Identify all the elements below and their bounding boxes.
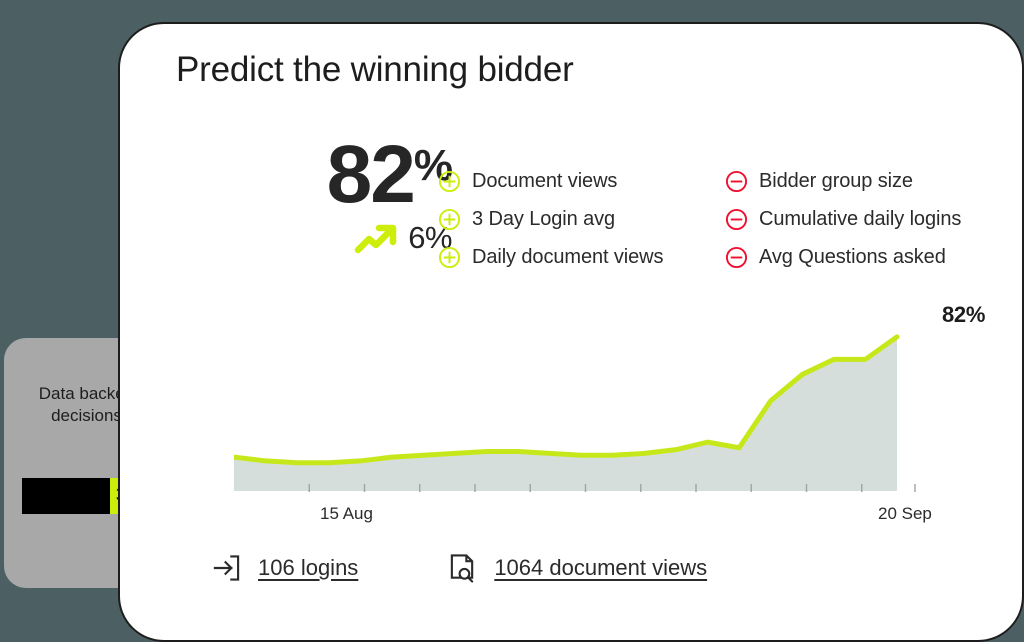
factor-label: Document views: [472, 169, 618, 192]
x-axis-start-label: 15 Aug: [320, 504, 373, 523]
plus-circle-icon: [438, 208, 461, 230]
factor-row-negative-1[interactable]: Cumulative daily logins: [725, 200, 1012, 238]
chart-endpoint-label: 82%: [942, 302, 986, 327]
document-views-link-text: 1064 document views: [494, 555, 708, 580]
plus-circle-icon: [438, 170, 461, 192]
chart-line: [234, 334, 900, 466]
factors-section: Document views 3 Day Login avg Daily doc…: [438, 162, 1012, 276]
negative-factors-list: Bidder group size Cumulative daily login…: [725, 162, 1012, 276]
factor-row-positive-0[interactable]: Document views: [438, 162, 725, 200]
kpi-number: 82: [326, 129, 416, 220]
logins-link-text: 106 logins: [258, 555, 359, 580]
document-views-link[interactable]: 1064 document views: [448, 552, 707, 584]
x-axis-end-label: 20 Sep: [878, 504, 932, 523]
factor-row-negative-2[interactable]: Avg Questions asked: [725, 238, 1012, 276]
factor-label: Cumulative daily logins: [759, 207, 962, 230]
win-probability-chart: 82% 0 25 50 75 100% 15 Aug 20 Sep: [234, 292, 1024, 542]
chart-area-fill: [234, 336, 897, 491]
factor-label: 3 Day Login avg: [472, 207, 616, 230]
kpi-block: 82% 6%: [230, 134, 460, 256]
kpi-value: 82%: [230, 134, 460, 216]
footer-links: 106 logins 1064 document views: [212, 552, 707, 584]
factor-row-negative-0[interactable]: Bidder group size: [725, 162, 1012, 200]
minus-circle-icon: [725, 170, 748, 192]
trending-up-arrow-icon: [354, 224, 397, 254]
logins-link[interactable]: 106 logins: [212, 552, 358, 584]
plus-circle-icon: [438, 246, 461, 268]
positive-factors-list: Document views 3 Day Login avg Daily doc…: [438, 162, 725, 276]
factor-row-positive-1[interactable]: 3 Day Login avg: [438, 200, 725, 238]
factor-label: Daily document views: [472, 245, 664, 268]
document-search-icon: [451, 554, 474, 583]
chart-plot-area: [234, 334, 916, 492]
side-panel-title: Data backed decisions: [38, 384, 135, 426]
factor-label: Bidder group size: [759, 169, 913, 192]
prediction-card: Predict the winning bidder 82% 6% Docume…: [118, 22, 1024, 642]
chart-x-ticks: [308, 484, 916, 492]
kpi-trend: 6%: [230, 220, 460, 256]
page-title: Predict the winning bidder: [176, 50, 574, 89]
minus-circle-icon: [725, 246, 748, 268]
factor-row-positive-2[interactable]: Daily document views: [438, 238, 725, 276]
minus-circle-icon: [725, 208, 748, 230]
factor-label: Avg Questions asked: [759, 245, 946, 268]
login-arrow-icon: [213, 555, 240, 581]
progress-bar-fill: [22, 478, 110, 514]
